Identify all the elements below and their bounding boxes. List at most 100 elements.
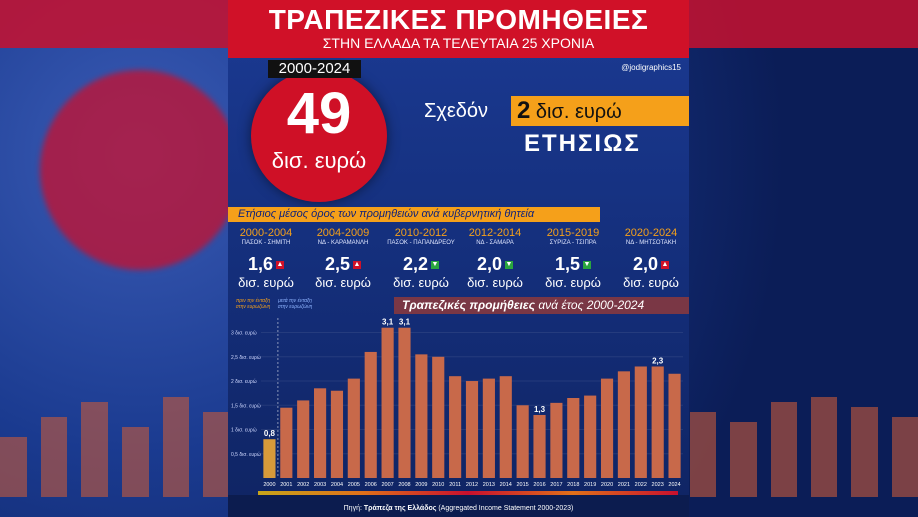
x-tick-label: 2005 xyxy=(348,482,360,488)
y-tick-label: 1 δισ. ευρώ xyxy=(231,427,257,434)
term-item: 2004-2009 ΝΔ - ΚΑΡΑΜΑΝΛΗ 2,5 ▲ δισ. ευρώ xyxy=(305,227,381,290)
x-tick-label: 2014 xyxy=(500,482,512,488)
term-years: 2004-2009 xyxy=(316,227,370,239)
bar xyxy=(364,351,377,478)
term-government: ΠΑΣΟΚ - ΣΗΜΙΤΗ xyxy=(241,240,291,246)
bar xyxy=(617,371,630,478)
y-tick-label: 1,5 δισ. ευρώ xyxy=(231,402,261,409)
gradient-strip xyxy=(258,491,678,495)
term-value: 1,5 xyxy=(554,254,581,274)
term-item: 2010-2012 ΠΑΣΟΚ - ΠΑΠΑΝΔΡΕΟΥ 2,2 ▼ δισ. ε… xyxy=(383,227,459,290)
almost-highlight: 2 δισ. ευρώ xyxy=(511,96,689,126)
x-tick-label: 2008 xyxy=(398,482,410,488)
data-label: 3,1 xyxy=(399,318,411,327)
x-tick-label: 2011 xyxy=(449,482,461,488)
total-unit: δισ. ευρώ xyxy=(271,148,367,173)
term-value: 1,6 xyxy=(247,254,274,274)
arrow-down-icon: ▼ xyxy=(583,261,592,269)
source-name: Τράπεζα της Ελλάδος xyxy=(363,505,437,512)
page-subtitle: ΣΤΗΝ ΕΛΛΑΔΑ ΤΑ ΤΕΛΕΥΤΑΙΑ 25 ΧΡΟΝΙΑ xyxy=(322,35,595,51)
term-item: 2020-2024 ΝΔ - ΜΗΤΣΟΤΑΚΗ 2,0 ▲ δισ. ευρώ xyxy=(613,227,689,290)
bar xyxy=(634,366,647,478)
page-title: ΤΡΑΠΕΖΙΚΕΣ ΠΡΟΜΗΘΕΙΕΣ xyxy=(268,4,649,35)
bar xyxy=(482,378,495,478)
x-tick-label: 2013 xyxy=(483,482,495,488)
x-tick-label: 2001 xyxy=(280,482,292,488)
y-tick-label: 0,5 δισ. ευρώ xyxy=(231,451,261,458)
bar xyxy=(516,405,529,478)
x-tick-label: 2000 xyxy=(263,482,275,488)
bar-chart: 0,5 δισ. ευρώ 1 δισ. ευρώ 1,5 δισ. ευρώ 2 δ… xyxy=(231,318,683,488)
bar xyxy=(263,439,276,478)
term-government: ΝΔ - ΜΗΤΣΟΤΑΚΗ xyxy=(625,240,677,246)
data-label: 2,3 xyxy=(652,356,664,365)
x-tick-label: 2002 xyxy=(297,482,309,488)
total-value: 49 xyxy=(286,81,352,146)
data-label: 0,8 xyxy=(264,429,276,438)
x-tick-label: 2016 xyxy=(533,482,545,488)
term-unit: δισ. ευρώ xyxy=(467,275,523,290)
x-tick-label: 2024 xyxy=(668,482,680,488)
header-banner: ΤΡΑΠΕΖΙΚΕΣ ΠΡΟΜΗΘΕΙΕΣ ΣΤΗΝ ΕΛΛΑΔΑ ΤΑ ΤΕΛ… xyxy=(228,0,689,58)
x-tick-label: 2015 xyxy=(517,482,529,488)
bar xyxy=(600,378,614,478)
term-unit: δισ. ευρώ xyxy=(393,275,449,290)
arrow-down-icon: ▼ xyxy=(505,261,514,269)
bar xyxy=(297,400,310,478)
bar xyxy=(314,388,327,478)
term-unit: δισ. ευρώ xyxy=(623,275,679,290)
bar xyxy=(567,398,580,478)
x-tick-label: 2003 xyxy=(314,482,326,488)
x-tick-label: 2009 xyxy=(415,482,427,488)
term-unit: δισ. ευρώ xyxy=(315,275,371,290)
x-tick-label: 2019 xyxy=(584,482,596,488)
almost-prefix: Σχεδόν xyxy=(424,100,489,122)
background-circle-blur xyxy=(40,70,240,270)
x-tick-label: 2023 xyxy=(652,482,664,488)
bar xyxy=(533,414,546,478)
term-government: ΝΔ - ΚΑΡΑΜΑΝΛΗ xyxy=(317,240,369,246)
bar xyxy=(465,381,479,478)
y-tick-label: 2 δισ. ευρώ xyxy=(231,378,257,385)
term-value: 2,0 xyxy=(476,254,503,274)
x-tick-label: 2010 xyxy=(432,482,444,488)
background-bars-right xyxy=(690,360,918,497)
bar xyxy=(381,327,394,478)
bar xyxy=(398,327,411,478)
background-bars-left xyxy=(0,360,231,497)
bar xyxy=(550,402,563,478)
arrow-down-icon: ▼ xyxy=(431,261,440,269)
x-tick-label: 2004 xyxy=(331,482,343,488)
note-before-euro: πριν την ένταξη στην ευρωζώνη xyxy=(235,298,271,310)
bar xyxy=(432,356,445,478)
term-value: 2,5 xyxy=(324,254,351,274)
x-tick-label: 2021 xyxy=(618,482,630,488)
x-tick-label: 2017 xyxy=(550,482,562,488)
chart-section-label: Τραπεζικές προμήθειες ανά έτος 2000-2024 xyxy=(394,297,689,314)
bar xyxy=(584,395,597,478)
bar xyxy=(449,376,462,478)
almost-unit: δισ. ευρώ xyxy=(535,101,622,123)
source-prefix: Πηγή: xyxy=(343,505,362,512)
terms-section-label: Ετήσιος μέσος όρος των προμηθειών ανά κυ… xyxy=(228,207,600,222)
term-government: ΣΥΡΙΖΑ - ΤΣΙΠΡΑ xyxy=(549,240,597,246)
term-government: ΝΔ - ΣΑΜΑΡΑ xyxy=(476,240,514,246)
bar xyxy=(499,376,512,478)
term-item: 2012-2014 ΝΔ - ΣΑΜΑΡΑ 2,0 ▼ δισ. ευρώ xyxy=(457,227,533,290)
y-tick-label: 2,5 δισ. ευρώ xyxy=(231,354,261,361)
x-tick-label: 2006 xyxy=(365,482,377,488)
term-years: 2010-2012 xyxy=(394,227,448,239)
x-tick-label: 2018 xyxy=(567,482,579,488)
x-tick-label: 2012 xyxy=(466,482,478,488)
bar xyxy=(347,378,360,478)
term-years: 2012-2014 xyxy=(468,227,522,239)
source-line: Πηγή: Τράπεζα της Ελλάδος (Aggregated In… xyxy=(228,505,689,512)
source-detail: (Aggregated Income Statement 2000-2023) xyxy=(438,505,574,512)
x-tick-label: 2007 xyxy=(381,482,393,488)
term-value: 2,0 xyxy=(632,254,659,274)
term-item: 2000-2004 ΠΑΣΟΚ - ΣΗΜΙΤΗ 1,6 ▲ δισ. ευρώ xyxy=(228,227,304,290)
infographic-panel: ΤΡΑΠΕΖΙΚΕΣ ΠΡΟΜΗΘΕΙΕΣ ΣΤΗΝ ΕΛΛΑΔΑ ΤΑ ΤΕΛ… xyxy=(228,0,689,517)
term-value: 2,2 xyxy=(402,254,429,274)
total-circle: 49 δισ. ευρώ xyxy=(251,70,387,202)
term-years: 2015-2019 xyxy=(546,227,600,239)
